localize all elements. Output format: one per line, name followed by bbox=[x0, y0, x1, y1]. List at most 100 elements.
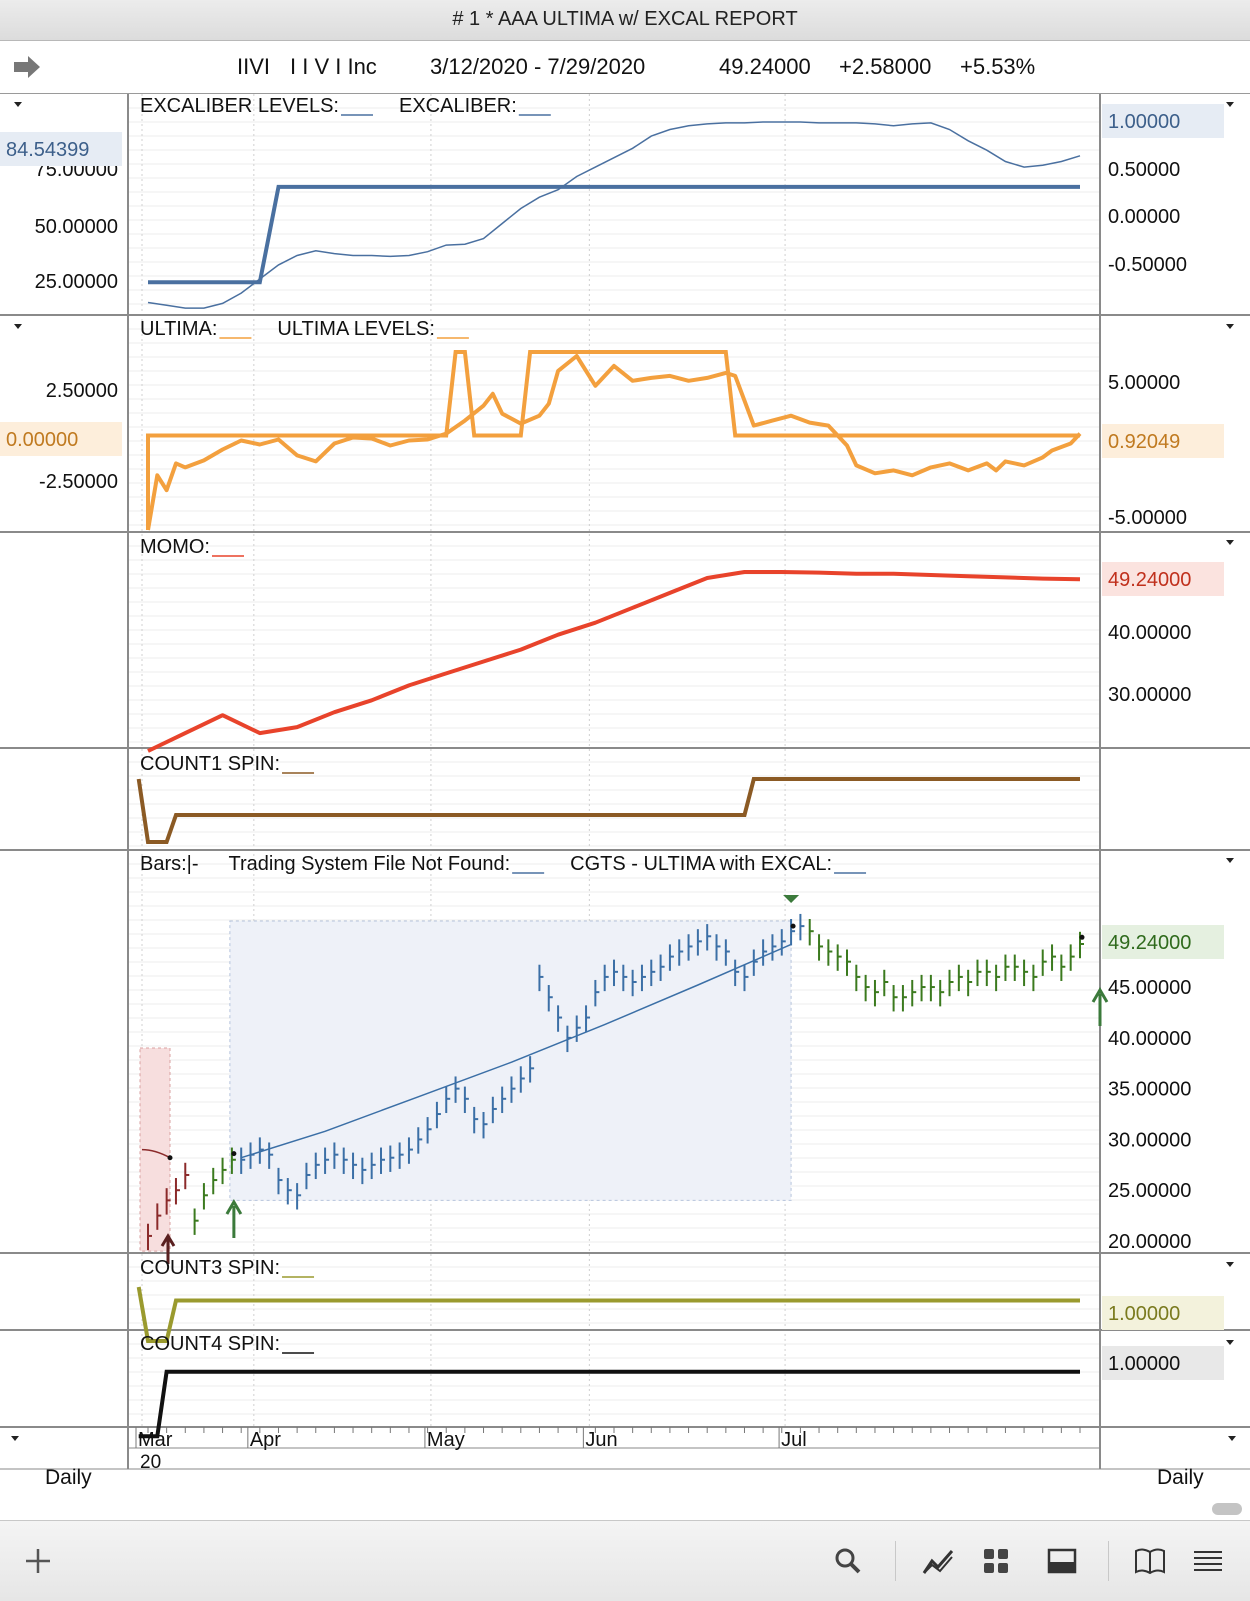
excaliber-levels-line bbox=[148, 184, 1080, 285]
search-icon[interactable] bbox=[830, 1543, 866, 1579]
signal-dot bbox=[1079, 934, 1085, 940]
legend-count1-0: COUNT1 SPIN: bbox=[140, 753, 280, 775]
legend-excal-1: EXCALIBER: bbox=[399, 95, 517, 117]
dropdown-arrow-icon[interactable] bbox=[1226, 540, 1234, 545]
period-right[interactable]: Daily bbox=[1157, 1466, 1204, 1489]
price-change-pct: +5.53% bbox=[960, 54, 1036, 79]
symbol-info-bar: IIVI I I V I Inc 3/12/2020 - 7/29/2020 4… bbox=[0, 41, 1250, 95]
dropdown-arrow-icon[interactable] bbox=[1226, 1340, 1234, 1345]
momo-right-current: 49.24000 bbox=[1108, 569, 1191, 591]
green-up-arrow-icon bbox=[1091, 987, 1109, 1026]
excal-right-current-box bbox=[1102, 104, 1224, 138]
dropdown-arrow-icon[interactable] bbox=[1228, 1436, 1236, 1441]
x-axis-label-jun: Jun bbox=[585, 1429, 617, 1451]
dropdown-arrow-icon[interactable] bbox=[14, 324, 22, 329]
right-tick-excal: 0.50000 bbox=[1108, 159, 1180, 181]
x-axis-label-apr: Apr bbox=[250, 1429, 281, 1451]
count1-spin-line bbox=[136, 777, 1080, 844]
right-tick-price: 40.00000 bbox=[1108, 1028, 1191, 1050]
right-arrow-icon[interactable] bbox=[12, 55, 42, 79]
last-price: 49.24000 bbox=[719, 54, 811, 79]
chart-area: EXCALIBER LEVELS: EXCALIBER:75.0000050.00… bbox=[0, 94, 1250, 1473]
x-axis-label-may: May bbox=[427, 1429, 465, 1451]
price-change: +2.58000 bbox=[839, 54, 932, 79]
excaliber-line bbox=[147, 121, 1081, 309]
excal-left-current-box bbox=[0, 132, 122, 166]
ultima-right-current-box bbox=[1102, 424, 1224, 458]
signal-dot bbox=[231, 1151, 237, 1157]
company-name: I I V I Inc bbox=[290, 54, 377, 79]
count3-right-current: 1.00000 bbox=[1108, 1303, 1180, 1325]
toolbar-divider bbox=[1108, 1541, 1109, 1581]
bottom-toolbar bbox=[0, 1520, 1250, 1601]
right-tick-ultima: 5.00000 bbox=[1108, 372, 1180, 394]
right-tick-price: 25.00000 bbox=[1108, 1180, 1191, 1202]
ultima-right-current: 0.92049 bbox=[1108, 431, 1180, 453]
momo-right-current-box bbox=[1102, 562, 1224, 596]
period-left[interactable]: Daily bbox=[45, 1466, 92, 1489]
legend-excal-0: EXCALIBER LEVELS: bbox=[140, 95, 339, 117]
chart-line-icon[interactable] bbox=[920, 1543, 956, 1579]
list-icon[interactable] bbox=[1190, 1543, 1226, 1579]
momo-line bbox=[147, 570, 1081, 753]
cgts-line bbox=[240, 943, 792, 1159]
window-title: # 1 * AAA ULTIMA w/ EXCAL REPORT bbox=[0, 0, 1250, 41]
right-tick-price: 20.00000 bbox=[1108, 1231, 1191, 1253]
green-down-triangle-icon bbox=[783, 895, 800, 903]
panel-icon[interactable] bbox=[1044, 1543, 1080, 1579]
add-icon[interactable] bbox=[20, 1543, 56, 1579]
right-tick-momo: 30.00000 bbox=[1108, 684, 1191, 706]
count4-spin-line bbox=[138, 1369, 1080, 1439]
excal-left-current: 84.54399 bbox=[6, 139, 89, 161]
legend-count4-0: COUNT4 SPIN: bbox=[140, 1333, 280, 1355]
right-tick-price: 35.00000 bbox=[1108, 1079, 1191, 1101]
blue-zone-box bbox=[229, 920, 792, 1201]
horizontal-scrollbar[interactable] bbox=[1212, 1503, 1242, 1515]
left-tick-excal: 25.00000 bbox=[35, 271, 118, 293]
right-tick-price: 45.00000 bbox=[1108, 977, 1191, 999]
excal-right-current: 1.00000 bbox=[1108, 111, 1180, 133]
count3-right-current-box bbox=[1102, 1296, 1224, 1330]
x-axis-year: 20 bbox=[140, 1452, 161, 1473]
right-tick-price: 30.00000 bbox=[1108, 1129, 1191, 1151]
count4-right-current: 1.00000 bbox=[1108, 1353, 1180, 1375]
right-tick-ultima: -5.00000 bbox=[1108, 507, 1187, 529]
dropdown-arrow-icon[interactable] bbox=[1226, 858, 1234, 863]
dropdown-arrow-icon[interactable] bbox=[1226, 1262, 1234, 1267]
left-tick-ultima: 2.50000 bbox=[46, 380, 118, 402]
chart-background bbox=[0, 94, 1250, 1469]
dropdown-arrow-icon[interactable] bbox=[1226, 324, 1234, 329]
legend-count3-0: COUNT3 SPIN: bbox=[140, 1257, 280, 1279]
legend-ultima-0: ULTIMA: bbox=[140, 318, 217, 340]
x-axis-label-mar: Mar bbox=[138, 1429, 173, 1451]
ultima-line bbox=[146, 354, 1082, 531]
dropdown-arrow-icon[interactable] bbox=[1226, 102, 1234, 107]
signal-dot bbox=[790, 923, 796, 929]
symbol: IIVI bbox=[237, 54, 271, 79]
book-icon[interactable] bbox=[1132, 1543, 1168, 1579]
x-axis-label-jul: Jul bbox=[781, 1429, 807, 1451]
legend-ultima-1: ULTIMA LEVELS: bbox=[277, 318, 434, 340]
price-right-current: 49.24000 bbox=[1108, 932, 1191, 954]
right-tick-excal: 0.00000 bbox=[1108, 206, 1180, 228]
signal-dot bbox=[167, 1155, 173, 1161]
red-up-arrow-icon bbox=[160, 1233, 176, 1264]
legend-price-2: CGTS - ULTIMA with EXCAL: bbox=[570, 853, 832, 875]
ultima-levels-line bbox=[146, 350, 1080, 530]
count4-right-current-box bbox=[1102, 1346, 1224, 1380]
legend-momo-0: MOMO: bbox=[140, 536, 210, 558]
dropdown-arrow-icon[interactable] bbox=[14, 102, 22, 107]
dropdown-arrow-icon[interactable] bbox=[11, 1436, 19, 1441]
right-tick-momo: 40.00000 bbox=[1108, 622, 1191, 644]
ultima-left-current-box bbox=[0, 422, 122, 456]
cgts-lead-line bbox=[141, 1148, 171, 1159]
date-range: 3/12/2020 - 7/29/2020 bbox=[430, 54, 646, 79]
grid-icon[interactable] bbox=[978, 1543, 1014, 1579]
right-tick-excal: -0.50000 bbox=[1108, 254, 1187, 276]
left-tick-excal: 50.00000 bbox=[35, 216, 118, 238]
green-up-arrow-icon bbox=[225, 1199, 243, 1238]
toolbar-divider bbox=[895, 1541, 896, 1581]
count3-spin-line bbox=[136, 1286, 1080, 1343]
left-tick-ultima: -2.50000 bbox=[39, 471, 118, 493]
legend-price-1: Trading System File Not Found: bbox=[229, 853, 511, 875]
